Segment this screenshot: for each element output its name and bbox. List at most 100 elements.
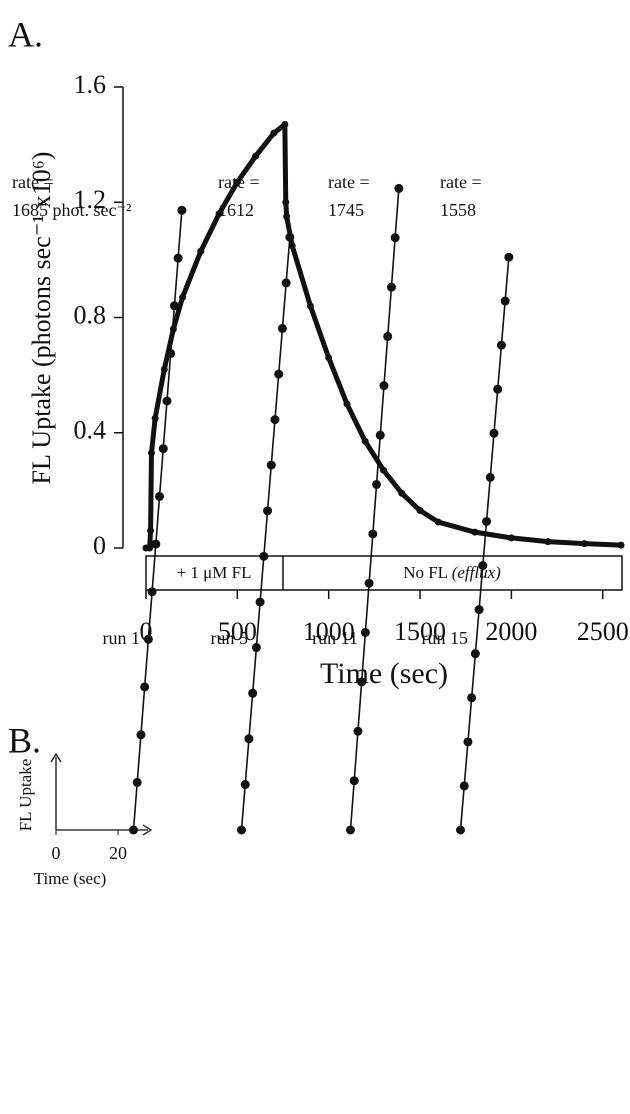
data-point	[361, 437, 369, 445]
data-point	[147, 587, 157, 597]
data-point	[255, 597, 265, 607]
data-point	[270, 415, 280, 425]
fit-line	[459, 257, 510, 831]
rate-label: rate =	[328, 172, 370, 192]
data-point	[136, 730, 146, 740]
rate-label: rate =	[440, 172, 482, 192]
data-point	[463, 737, 473, 747]
data-point	[263, 506, 273, 516]
y-axis-title: FL Uptake	[16, 759, 35, 832]
data-point	[259, 551, 269, 561]
data-point	[617, 541, 625, 549]
x-axis-title: Time (sec)	[320, 657, 448, 690]
x-tick-label: 2500	[577, 617, 629, 646]
data-point	[364, 578, 374, 588]
data-point	[233, 178, 241, 186]
data-point	[282, 198, 290, 206]
y-tick-label: 0	[93, 531, 106, 560]
data-point	[470, 649, 480, 659]
data-point	[248, 688, 258, 698]
data-point	[237, 825, 246, 835]
data-point	[456, 825, 465, 835]
data-point	[147, 527, 155, 535]
data-point	[360, 627, 370, 637]
data-point	[357, 677, 367, 687]
data-point	[132, 777, 142, 787]
data-point	[380, 466, 387, 474]
data-point	[390, 233, 400, 243]
x-tick-label: 500	[218, 617, 257, 646]
data-line	[146, 121, 622, 551]
data-point	[147, 449, 155, 457]
data-point	[244, 734, 254, 744]
data-point	[215, 210, 223, 218]
data-point	[140, 682, 150, 692]
data-point	[368, 529, 378, 539]
panel-label: B.	[8, 720, 41, 760]
data-point	[162, 396, 172, 406]
y-axis-title: FL Uptake (photons sec⁻¹ x10⁶)	[27, 152, 56, 485]
y-tick-label: 1.2	[74, 185, 107, 214]
treatment-box	[145, 555, 623, 591]
fit-line	[349, 188, 400, 831]
data-point	[177, 205, 187, 215]
data-point	[489, 428, 499, 438]
data-point	[252, 152, 260, 160]
run-label: run 11	[312, 628, 358, 648]
rate-value: 1612	[218, 200, 254, 220]
run-label: run 5	[211, 628, 249, 648]
data-point	[544, 538, 552, 546]
x-tick-label: 1000	[303, 617, 355, 646]
data-point	[386, 282, 396, 292]
data-point	[169, 301, 179, 311]
y-tick-label: 0.8	[74, 300, 107, 329]
run-label: run 1	[103, 628, 141, 648]
data-point	[398, 489, 406, 497]
rate-value: 1558	[440, 200, 476, 220]
data-point	[240, 780, 250, 790]
data-point	[270, 129, 278, 137]
rate-label: rate =	[218, 172, 260, 192]
data-point	[166, 348, 176, 358]
rate-label: rate =	[12, 172, 54, 192]
data-point	[173, 253, 183, 263]
data-point	[325, 354, 333, 362]
data-point	[580, 540, 588, 548]
rate-value: 1745	[328, 200, 364, 220]
panel-label: A.	[8, 14, 43, 54]
data-point	[146, 544, 154, 552]
data-point	[474, 605, 484, 615]
data-point	[143, 634, 153, 644]
data-point	[504, 252, 514, 262]
data-point	[467, 693, 477, 703]
data-point	[285, 232, 295, 242]
data-point	[281, 120, 289, 128]
data-point	[478, 561, 488, 571]
x-axis-title: Time (sec)	[34, 869, 107, 888]
axis-arrow	[142, 824, 153, 836]
data-point	[372, 479, 382, 489]
x-tick-label: 20	[109, 843, 127, 863]
data-point	[197, 247, 205, 255]
data-point	[179, 293, 187, 301]
annotation: No FL (efflux)	[403, 563, 501, 582]
data-point	[459, 781, 469, 791]
data-point	[383, 331, 393, 341]
data-point	[507, 534, 515, 542]
data-point	[500, 296, 510, 306]
axis-arrow	[50, 752, 62, 763]
data-point	[160, 365, 168, 373]
annotation: + 1 μM FL	[177, 563, 252, 582]
data-point	[274, 369, 284, 379]
data-point	[266, 460, 276, 470]
x-tick-label: 1500	[394, 617, 446, 646]
data-point	[155, 491, 165, 501]
x-tick-label: 2000	[485, 617, 537, 646]
data-point	[375, 430, 385, 440]
data-point	[306, 302, 314, 310]
data-point	[471, 528, 479, 536]
data-point	[349, 776, 359, 786]
data-point	[251, 643, 261, 653]
data-point	[346, 825, 355, 835]
